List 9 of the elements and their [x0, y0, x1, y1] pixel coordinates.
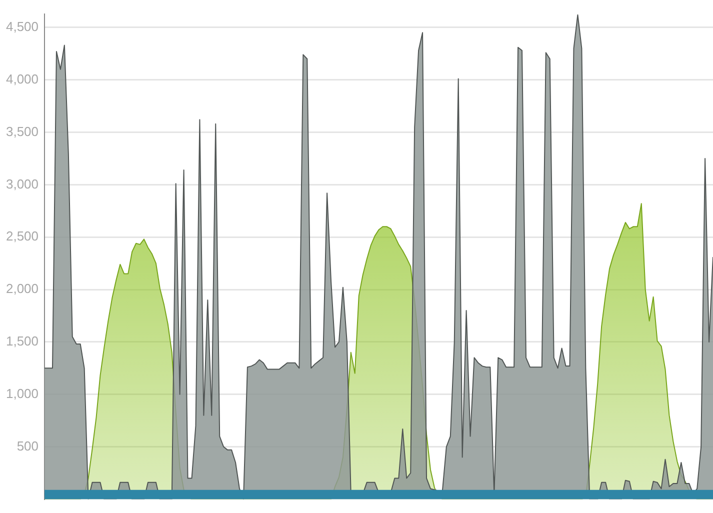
- y-tick-label: 2,000: [6, 281, 39, 296]
- y-tick-label: 4,000: [6, 71, 39, 86]
- y-tick-label: 1,500: [6, 334, 39, 349]
- y-tick-label: 4,500: [6, 19, 39, 34]
- y-tick-label: 1,000: [6, 386, 39, 401]
- y-tick-label: 3,000: [6, 176, 39, 192]
- y-tick-label: 3,500: [6, 124, 39, 139]
- y-tick-label: 2,500: [6, 228, 39, 244]
- y-tick-label: 500: [16, 438, 39, 454]
